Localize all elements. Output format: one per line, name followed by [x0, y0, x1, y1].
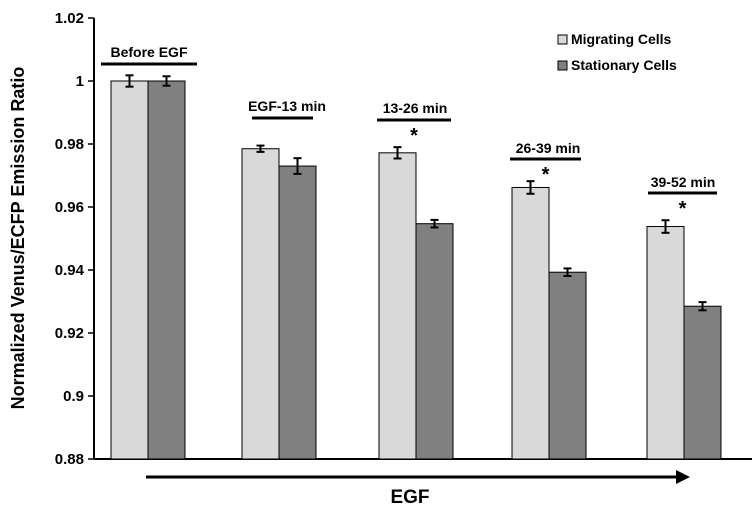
- legend: Migrating Cells Stationary Cells: [557, 31, 677, 73]
- bar-stationary: [147, 80, 186, 460]
- y-tick-label: 1.02: [55, 10, 84, 27]
- bar-migrating: [378, 152, 417, 460]
- bar-stationary: [415, 223, 454, 460]
- bar-migrating: [511, 186, 550, 460]
- legend-swatch: [557, 34, 568, 45]
- y-axis-label: Normalized Venus/ECFP Emission Ratio: [8, 67, 28, 410]
- group-label: EGF-13 min: [248, 98, 326, 114]
- bar-stationary: [548, 271, 587, 460]
- legend-swatch: [557, 60, 568, 71]
- bar-stationary: [683, 305, 722, 460]
- bars: [110, 74, 722, 460]
- group-labels: Before EGF EGF-13 min 13-26 min * 26-39 min *…: [101, 44, 717, 220]
- y-tick-label: 0.88: [55, 451, 84, 468]
- significance-star: *: [410, 125, 418, 147]
- bar-migrating: [241, 148, 280, 460]
- egf-arrow-head: [676, 470, 690, 484]
- bar-migrating: [646, 226, 685, 460]
- y-tick-label: 0.9: [63, 388, 84, 405]
- group-label: Before EGF: [110, 44, 187, 60]
- bar-stationary: [278, 165, 317, 460]
- group-label: 26-39 min: [516, 140, 581, 156]
- significance-star: *: [679, 198, 687, 220]
- bar-migrating: [110, 80, 149, 460]
- y-tick-label: 0.92: [55, 325, 84, 342]
- y-tick-label: 0.96: [55, 199, 84, 216]
- y-tick-label: 0.94: [55, 262, 85, 279]
- group-label: 13-26 min: [383, 100, 448, 116]
- legend-label: Stationary Cells: [571, 57, 677, 73]
- axes: 0.88 0.9 0.92 0.94 0.96 0.98 1 1.02: [55, 10, 752, 484]
- x-axis-label: EGF: [390, 487, 429, 508]
- group-label: 39-52 min: [651, 174, 716, 190]
- y-tick-label: 0.98: [55, 136, 84, 153]
- legend-label: Migrating Cells: [571, 31, 672, 47]
- y-tick-label: 1: [76, 73, 84, 90]
- significance-star: *: [542, 164, 550, 186]
